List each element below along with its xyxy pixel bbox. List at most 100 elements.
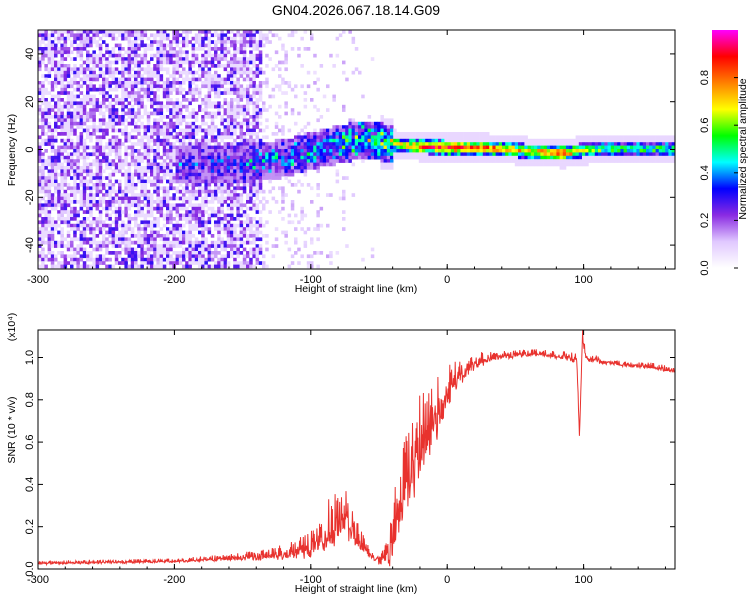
spectrogram-cell (274, 176, 279, 180)
spectrogram-cell (201, 67, 205, 72)
spectrogram-cell (390, 155, 394, 160)
spectrogram-cell (348, 128, 352, 133)
spectrogram-cell (239, 108, 244, 112)
spectrogram-cell (198, 247, 202, 252)
spectrogram-cell (38, 47, 42, 51)
spectrogram-cell (95, 217, 100, 221)
spectrogram-cell (70, 162, 74, 167)
spectrogram-cell (252, 264, 256, 269)
spectrogram-cell (428, 142, 432, 146)
spectrogram-cell (204, 240, 208, 245)
spectrogram-cell (217, 159, 221, 163)
spectrogram-cell (127, 84, 132, 89)
spectrogram-cell (175, 98, 180, 102)
spectrogram-cell (76, 264, 80, 269)
spectrogram-cell (44, 101, 48, 106)
spectrogram-cell (201, 115, 205, 119)
spectrogram-cell (66, 118, 71, 123)
spectrogram-cell (175, 179, 180, 184)
spectrogram-cell (114, 193, 119, 197)
spectrogram-cell (50, 230, 55, 235)
spectrogram-cell (70, 186, 74, 191)
spectrogram-cell (130, 104, 135, 109)
spectrogram-cell (226, 64, 231, 68)
spectrogram-cell (342, 155, 346, 160)
spectrogram-cell (230, 162, 234, 167)
spectrogram-cell (79, 240, 84, 245)
spectrogram-cell (172, 155, 176, 160)
spectrogram-cell (233, 33, 237, 38)
spectrogram-cell (175, 176, 180, 180)
spectrogram-cell (524, 142, 528, 146)
spectrogram-cell (156, 203, 160, 208)
spectrogram-cell (204, 135, 208, 140)
spectrogram-cell (278, 87, 282, 92)
spectrogram-cell (140, 94, 144, 99)
spectrogram-cell (559, 166, 564, 170)
spectrogram-cell (166, 234, 170, 238)
spectrogram-cell (121, 247, 125, 252)
spectrogram-cell (47, 220, 52, 225)
spectrogram-cell (246, 111, 250, 116)
spectrogram-cell (63, 244, 68, 248)
spectrogram-cell (348, 121, 352, 126)
spectrogram-cell (246, 162, 250, 167)
spectrogram-cell (383, 138, 388, 143)
spectrogram-cell (258, 81, 263, 85)
spectrogram-cell (178, 142, 183, 146)
spectrogram-cell (214, 244, 218, 248)
spectrogram-cell (86, 87, 90, 92)
spectrogram-cell (172, 108, 176, 112)
spectrogram-cell (38, 50, 42, 55)
spectrogram-cell (54, 53, 58, 58)
spectrogram-cell (361, 94, 365, 99)
spectrogram-cell (194, 223, 199, 228)
spectrogram-cell (370, 132, 375, 136)
spectrogram-cell (223, 227, 228, 231)
spectrogram-cell (518, 145, 522, 150)
spectrogram-cell (127, 240, 132, 245)
spectrogram-cell (162, 169, 167, 174)
spectrogram-cell (178, 240, 183, 245)
spectrogram-cell (393, 155, 397, 160)
spectrogram-cell (258, 159, 263, 163)
spectrogram-cell (236, 98, 240, 102)
spectrogram-cell (569, 152, 573, 157)
spectrogram-cell (102, 101, 106, 106)
spectrogram-cell (38, 87, 42, 92)
spectrogram-cell (310, 162, 314, 167)
spectrogram-cell (214, 40, 218, 44)
spectrogram-cell (463, 159, 468, 163)
spectrogram-cell (70, 155, 74, 160)
spectrogram-cell (105, 104, 109, 109)
spectrogram-cell (153, 70, 157, 75)
spectrogram-cell (118, 121, 122, 126)
spectrogram-cell (306, 254, 311, 259)
spectrogram-cell (226, 50, 231, 55)
spectrogram-cell (482, 142, 487, 146)
spectrogram-cell (185, 200, 189, 204)
spectrogram-cell (47, 162, 52, 167)
spectrogram-cell (284, 101, 288, 106)
spectrogram-cell (73, 172, 77, 177)
spectrogram-cell (242, 70, 247, 75)
spectrogram-cell (66, 70, 71, 75)
spectrogram-cell (70, 81, 74, 85)
spectrogram-cell (226, 240, 231, 245)
spectrogram-cell (44, 234, 48, 238)
spectrogram-cell (342, 125, 346, 129)
spectrogram-cell (313, 149, 317, 153)
spectrogram-cell (60, 240, 64, 245)
spectrogram-cell (150, 213, 154, 218)
spectrogram-cell (156, 33, 160, 38)
spectrogram-cell (102, 118, 106, 123)
spectrogram-cell (121, 200, 125, 204)
spectrogram-cell (287, 169, 292, 174)
spectrogram-cell (252, 169, 256, 174)
spectrogram-cell (130, 234, 135, 238)
spectrogram-cell (230, 60, 234, 65)
spectrogram-cell (342, 132, 346, 136)
spectrogram-cell (130, 40, 135, 44)
spectrogram-cell (383, 145, 388, 150)
spectrogram-cell (38, 91, 42, 95)
